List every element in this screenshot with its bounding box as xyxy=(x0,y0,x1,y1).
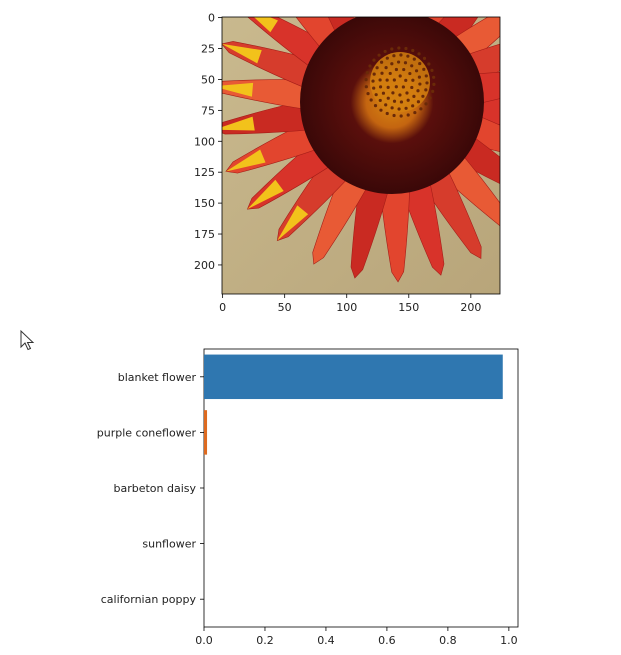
bar-category-label: californian poppy xyxy=(101,593,197,606)
image-xtick-label: 0 xyxy=(219,301,226,314)
image-ytick-label: 25 xyxy=(201,43,215,56)
bar-xtick-label: 0.4 xyxy=(317,634,335,647)
bar-xtick-label: 0.6 xyxy=(378,634,396,647)
image-ytick-label: 50 xyxy=(201,73,215,86)
bar-category-label: purple coneflower xyxy=(97,426,197,439)
bar-xtick-label: 1.0 xyxy=(500,634,518,647)
mouse-pointer-icon xyxy=(20,329,35,351)
image-ytick-label: 75 xyxy=(201,104,215,117)
image-ytick-label: 125 xyxy=(194,166,215,179)
image-ytick-label: 150 xyxy=(194,197,215,210)
image-xtick-label: 50 xyxy=(278,301,292,314)
flower-image xyxy=(222,17,500,294)
image-ytick-label: 175 xyxy=(194,228,215,241)
bar-category-label: blanket flower xyxy=(118,371,197,384)
image-ytick-label: 0 xyxy=(208,12,215,25)
bar-chart: blanket flower purple coneflower barbeton … xyxy=(97,348,519,647)
bar-xtick-label: 0.0 xyxy=(195,634,213,647)
bar-xtick-label: 0.2 xyxy=(256,634,274,647)
bar-xtick-label: 0.8 xyxy=(439,634,457,647)
bar xyxy=(204,354,503,400)
image-frame xyxy=(221,16,501,295)
image-xtick-label: 150 xyxy=(398,301,419,314)
bar xyxy=(204,410,208,455)
image-xtick-label: 200 xyxy=(460,301,481,314)
image-axes: 0 50 100 150 200 0 25 50 75 100 125 150 175 200 xyxy=(194,12,481,314)
image-ytick-label: 100 xyxy=(194,135,215,148)
bar-category-label: sunflower xyxy=(142,538,196,551)
image-xtick-label: 100 xyxy=(336,301,357,314)
bar-category-label: barbeton daisy xyxy=(113,482,196,495)
image-ytick-label: 200 xyxy=(194,259,215,272)
